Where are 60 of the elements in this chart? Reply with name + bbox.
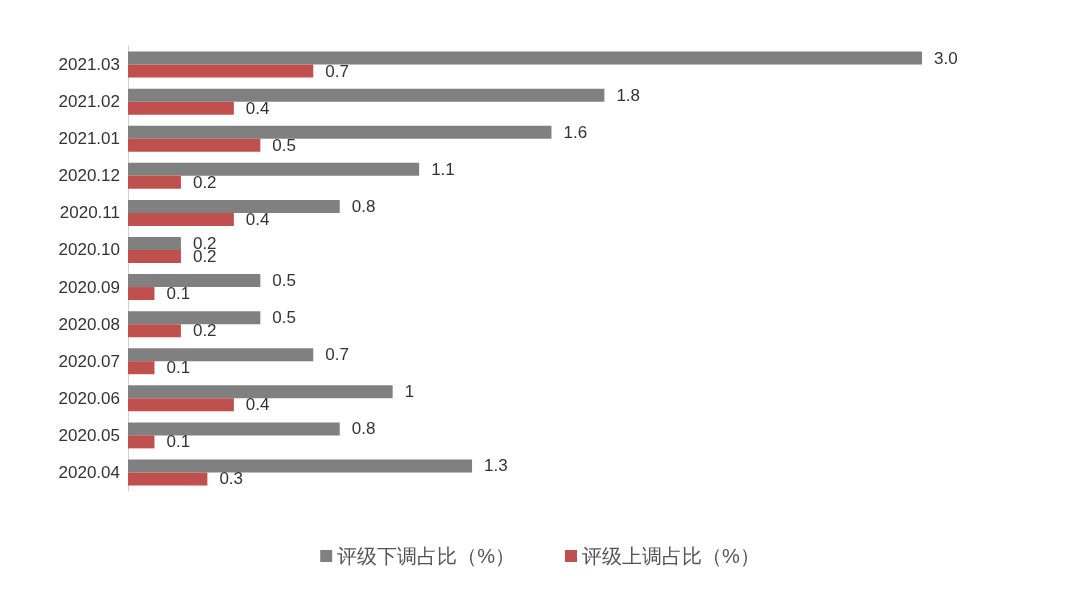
y-tick-label: 2020.06 xyxy=(58,388,120,408)
data-label: 0.1 xyxy=(166,358,191,378)
bar xyxy=(128,348,314,362)
data-label: 0.3 xyxy=(219,469,244,489)
bar xyxy=(128,398,234,412)
data-label: 0.8 xyxy=(351,196,376,216)
bar xyxy=(128,274,261,288)
bar xyxy=(128,138,261,152)
data-label: 0.8 xyxy=(351,419,376,439)
y-tick-label: 2020.12 xyxy=(58,166,120,186)
bar xyxy=(128,236,181,250)
data-label: 3.0 xyxy=(934,48,958,68)
data-label: 1.3 xyxy=(484,456,508,476)
data-label: 0.4 xyxy=(245,209,270,229)
data-label: 1.6 xyxy=(563,122,588,142)
bar xyxy=(128,311,261,325)
legend-label: 评级上调占比（%） xyxy=(582,545,760,567)
bar xyxy=(128,249,181,263)
bar xyxy=(128,51,922,65)
data-label: 1.8 xyxy=(616,85,641,105)
bar xyxy=(128,162,420,176)
y-tick-label: 2020.05 xyxy=(58,425,120,445)
y-tick-label: 2021.03 xyxy=(58,55,120,75)
data-label: 0.4 xyxy=(245,395,270,415)
data-label: 0.7 xyxy=(325,61,349,81)
data-label: 0.4 xyxy=(245,98,270,118)
bar xyxy=(128,88,605,102)
bar xyxy=(128,287,155,301)
bar xyxy=(128,324,181,338)
bar xyxy=(128,101,234,115)
y-tick-label: 2020.09 xyxy=(58,277,120,297)
y-tick-label: 2020.08 xyxy=(58,314,120,334)
bar xyxy=(128,125,552,139)
bar xyxy=(128,199,340,213)
bar xyxy=(128,212,234,226)
bar xyxy=(128,385,393,399)
bar xyxy=(128,64,314,78)
y-tick-label: 2020.11 xyxy=(59,203,120,223)
bar xyxy=(128,459,473,473)
y-tick-label: 2020.10 xyxy=(58,240,120,260)
data-label: 0.1 xyxy=(166,284,191,304)
bar xyxy=(128,435,155,449)
y-tick-label: 2020.04 xyxy=(58,462,120,482)
y-tick-label: 2020.07 xyxy=(58,351,120,371)
bar xyxy=(128,361,155,375)
legend-label: 评级下调占比（%） xyxy=(337,545,516,567)
y-tick-label: 2021.02 xyxy=(58,92,120,112)
y-tick-label: 2021.01 xyxy=(58,129,120,149)
bar xyxy=(128,422,340,436)
data-label: 1 xyxy=(404,382,415,402)
data-label: 0.5 xyxy=(272,271,296,291)
data-label: 0.5 xyxy=(272,308,296,328)
data-label: 0.2 xyxy=(192,172,217,192)
data-label: 1.1 xyxy=(431,159,455,179)
bar xyxy=(128,175,181,189)
bar xyxy=(128,472,208,486)
data-label: 0.7 xyxy=(325,345,349,365)
data-label: 0.2 xyxy=(192,321,217,341)
data-label: 0.1 xyxy=(166,432,191,452)
data-label: 0.5 xyxy=(272,135,296,155)
